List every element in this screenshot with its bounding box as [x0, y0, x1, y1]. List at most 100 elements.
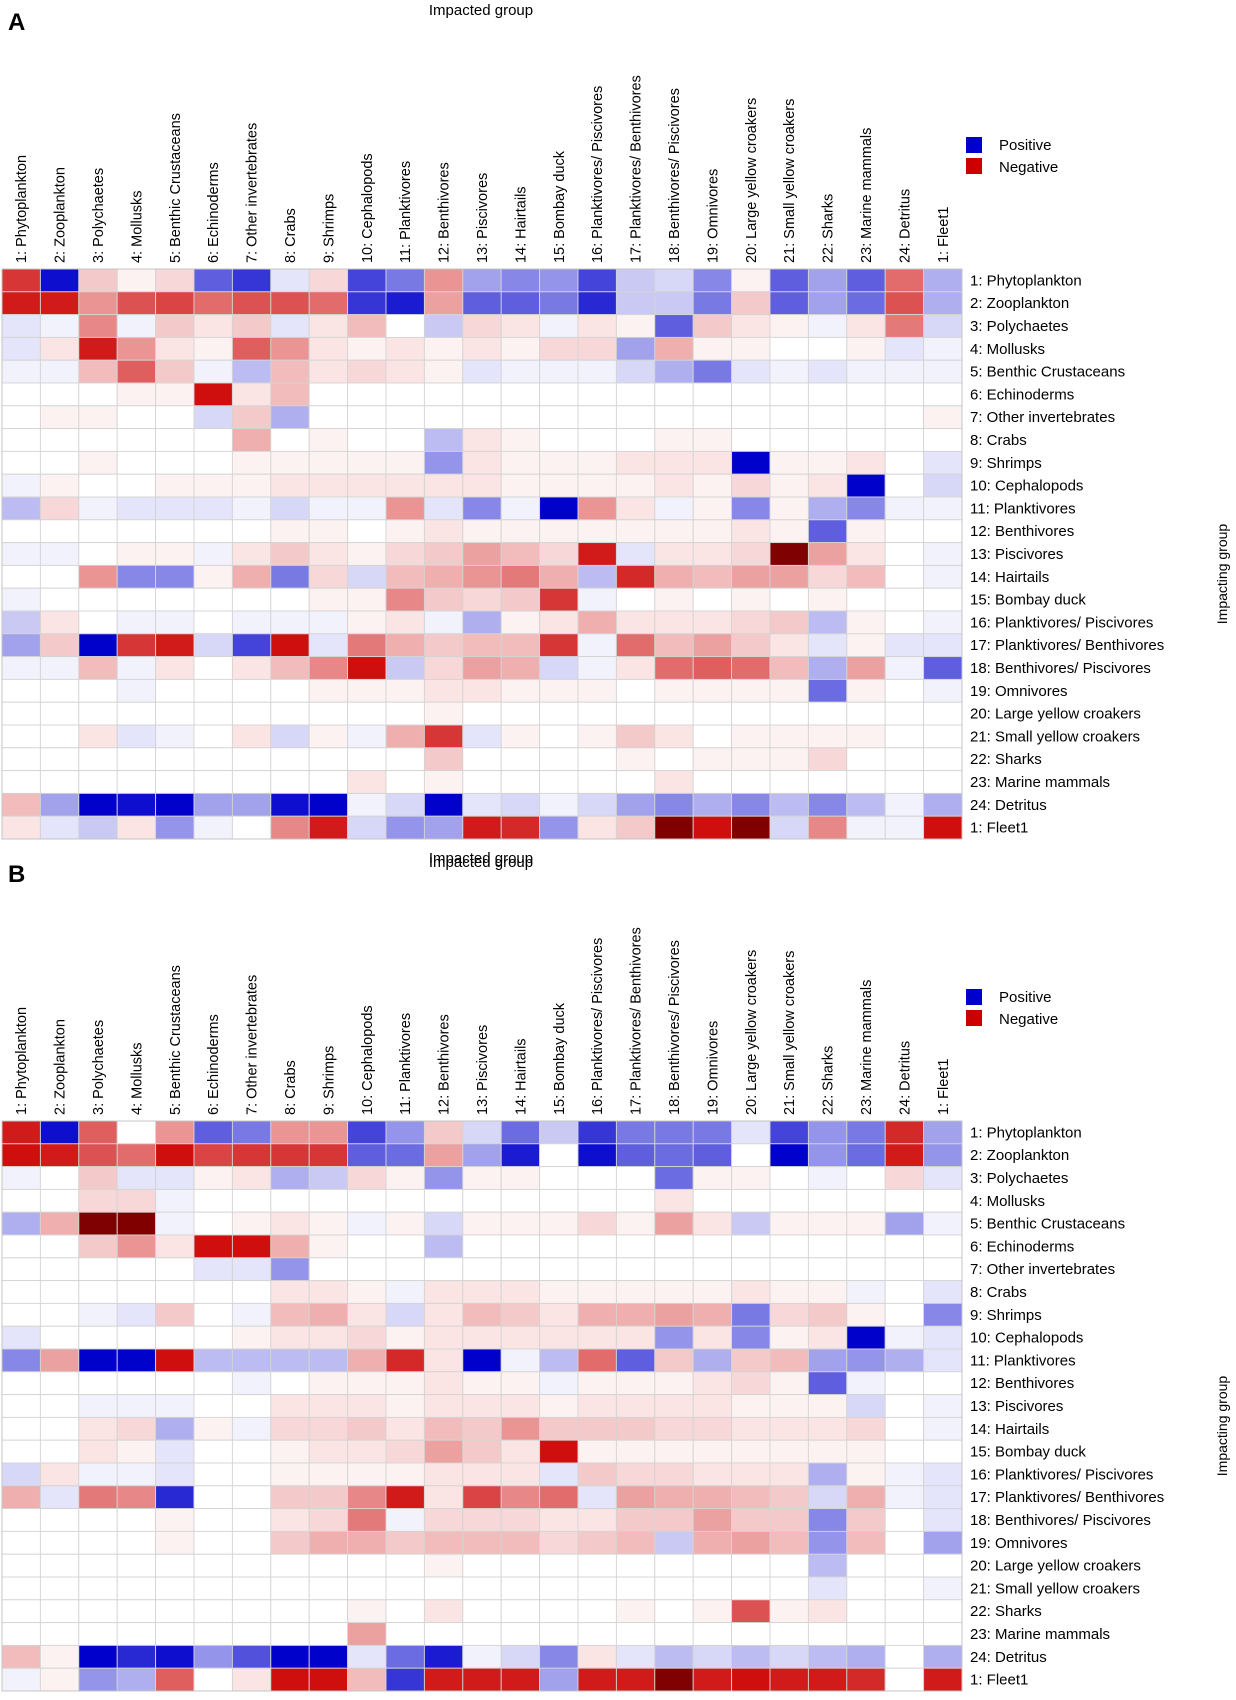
panel-a-cell: [308, 473, 349, 498]
panel-b-cell: [577, 1371, 617, 1396]
panel-b-cell: [731, 1166, 771, 1190]
panel-b-cell: [1, 1371, 41, 1396]
panel-a-cell: [1, 450, 41, 475]
panel-a-cell: [116, 428, 157, 452]
panel-b-col-label: 6: Echinoderms: [206, 1014, 222, 1115]
panel-b-cell: [270, 1211, 310, 1236]
panel-b-cell: [923, 1234, 963, 1259]
panel-b-cell: [807, 1416, 848, 1441]
panel-a-cell: [385, 792, 425, 817]
panel-b-cell: [423, 1325, 464, 1350]
panel-b-cell: [500, 1485, 541, 1510]
panel-a-cell: [155, 564, 195, 589]
panel-b-cell: [308, 1416, 349, 1441]
panel-a-cell: [270, 724, 310, 749]
panel-b-cell: [385, 1325, 425, 1350]
panel-a-cell: [884, 450, 925, 475]
panel-b-cell: [155, 1599, 195, 1624]
panel-b-col-label: 2: Zooplankton: [53, 1019, 69, 1115]
panel-a-cell: [347, 770, 387, 794]
panel-b-cell: [462, 1508, 502, 1532]
panel-b-cell: [462, 1188, 502, 1213]
panel-a-cell: [884, 724, 925, 749]
panel-a-cell: [423, 291, 464, 316]
panel-a-cell: [193, 428, 233, 452]
panel-b-cell: [692, 1120, 733, 1145]
panel-a-cell: [1, 633, 41, 658]
panel-b-cell: [308, 1622, 349, 1646]
panel-a-cell: [923, 610, 963, 635]
panel-b-cell: [731, 1576, 771, 1601]
panel-b-cell: [577, 1120, 617, 1145]
panel-a-cell: [769, 405, 809, 430]
panel-b-cell: [193, 1485, 233, 1510]
panel-b-cell: [654, 1508, 694, 1532]
panel-a-cell: [615, 701, 656, 726]
panel-b-cell: [923, 1257, 963, 1282]
panel-b-cell: [116, 1234, 157, 1259]
panel-a-cell: [231, 359, 272, 384]
panel-b-cell: [193, 1462, 233, 1487]
panel-b-cell: [615, 1667, 656, 1692]
panel-a-cell: [500, 770, 541, 794]
panel-b-cell: [347, 1166, 387, 1190]
panel-a-cell: [39, 678, 80, 703]
panel-a-cell: [231, 314, 272, 338]
panel-b-cell: [654, 1394, 694, 1418]
panel-b-cell: [462, 1166, 502, 1190]
panel-a-cell: [385, 815, 425, 840]
panel-b-cell: [78, 1348, 118, 1373]
panel-b-cell: [423, 1211, 464, 1236]
panel-b-cell: [500, 1667, 541, 1692]
panel-b-cell: [385, 1143, 425, 1168]
panel-b-cell: [385, 1576, 425, 1601]
panel-b-col-label: 10: Cephalopods: [360, 1005, 376, 1115]
panel-b-col-label: 3: Polychaetes: [91, 1020, 107, 1115]
panel-b-cell: [155, 1416, 195, 1441]
panel-a-row-label: 3: Polychaetes: [970, 318, 1068, 335]
panel-a-cell: [615, 428, 656, 452]
panel-b-cell: [116, 1439, 157, 1464]
panel-a-cell: [462, 291, 502, 316]
panel-a-cell: [423, 268, 464, 293]
panel-a-cell: [769, 747, 809, 772]
panel-a-cell: [539, 496, 579, 521]
panel-b-row-label: 1: Phytoplankton: [970, 1124, 1082, 1141]
panel-b-cell: [423, 1622, 464, 1646]
panel-a-cell: [539, 428, 579, 452]
panel-b-col-label: 14: Hairtails: [513, 1038, 529, 1115]
panel-b-cell: [1, 1576, 41, 1601]
panel-b-cell: [231, 1530, 272, 1555]
panel-a-cell: [615, 792, 656, 817]
panel-a-col-label: 7: Other invertebrates: [245, 123, 261, 263]
panel-a-cell: [231, 633, 272, 658]
panel-b-cell: [270, 1439, 310, 1464]
panel-a-cell: [846, 656, 886, 680]
panel-b-cell: [846, 1302, 886, 1327]
panel-a-cell: [423, 382, 464, 407]
panel-a-impacted-label-bottom: Impacted group: [429, 850, 533, 867]
panel-a-col-label: 10: Cephalopods: [360, 153, 376, 263]
panel-a-cell: [539, 564, 579, 589]
panel-b-cell: [500, 1462, 541, 1487]
panel-a-col-label: 12: Benthivores: [437, 162, 453, 263]
panel-b-cell: [539, 1394, 579, 1418]
panel-b-cell: [116, 1280, 157, 1304]
panel-a-cell: [846, 770, 886, 794]
panel-a-cell: [807, 359, 848, 384]
panel-a-cell: [807, 587, 848, 612]
panel-b-cell: [769, 1143, 809, 1168]
panel-b-cell: [807, 1394, 848, 1418]
panel-b-cell: [807, 1530, 848, 1555]
panel-a-cell: [654, 724, 694, 749]
panel-a-cell: [231, 268, 272, 293]
panel-b-cell: [155, 1120, 195, 1145]
panel-b-cell: [423, 1530, 464, 1555]
panel-a-col-label: 19: Omnivores: [705, 169, 721, 263]
panel-a-cell: [39, 336, 80, 361]
panel-b-cell: [923, 1416, 963, 1441]
panel-b-cell: [807, 1302, 848, 1327]
panel-a-cell: [155, 656, 195, 680]
panel-b-cell: [423, 1257, 464, 1282]
panel-a-cell: [615, 519, 656, 544]
